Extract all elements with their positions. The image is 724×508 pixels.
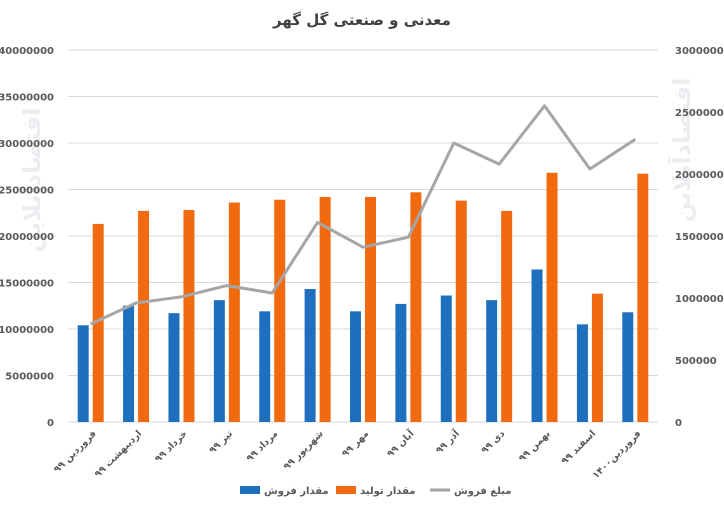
chart-title: معدنی و صنعتی گل گهر	[272, 11, 451, 29]
bar-production-quantity	[455, 200, 467, 422]
y-left-tick-label: 30000000	[0, 139, 54, 150]
y-right-tick-label: 2000000	[675, 170, 724, 181]
bar-sales-quantity	[213, 300, 225, 422]
bar-production-quantity	[274, 199, 286, 422]
bar-production-quantity	[546, 172, 558, 422]
bar-production-quantity	[501, 210, 513, 422]
bar-sales-quantity	[259, 311, 271, 422]
x-tick-label: مرداد ۹۹	[244, 428, 280, 464]
x-tick-label: اردیبهشت ۹۹	[93, 428, 145, 480]
watermark: اقتصادآنلاین اقتصادآنلاین	[17, 78, 696, 253]
bar-sales-quantity	[168, 313, 180, 422]
y-left-tick-label: 15000000	[0, 279, 54, 290]
x-tick-label: آذر ۹۹	[433, 426, 463, 456]
legend-label: مقدار فروش	[264, 486, 329, 497]
legend-swatch-production-quantity	[336, 486, 356, 494]
line-series	[90, 104, 637, 326]
bar-production-quantity	[92, 223, 104, 422]
y-right-tick-label: 1000000	[675, 294, 724, 305]
line-sales-amount	[90, 104, 637, 326]
bar-sales-quantity	[486, 300, 498, 422]
x-tick-label: اسفند ۹۹	[559, 428, 598, 467]
bar-sales-quantity	[440, 295, 452, 422]
y-left-tick-label: 0	[47, 418, 54, 429]
x-tick-label: دی ۹۹	[479, 428, 507, 456]
bar-sales-quantity	[123, 305, 135, 422]
x-tick-label: بهمن ۹۹	[517, 428, 553, 464]
x-tick-label: خرداد ۹۹	[153, 428, 190, 465]
x-tick-label: فروردین۱۴۰۰	[591, 428, 644, 481]
y-right-tick-label: 500000	[675, 356, 717, 367]
y-right-tick-label: 3000000	[675, 46, 724, 57]
bar-production-quantity	[410, 192, 422, 422]
bar-production-quantity	[637, 173, 649, 422]
bar-sales-quantity	[77, 325, 89, 422]
watermark-text: اقتصادآنلاین	[17, 108, 46, 253]
bar-sales-quantity	[576, 324, 588, 422]
bar-sales-quantity	[531, 269, 543, 422]
y-left-tick-label: 20000000	[0, 232, 54, 243]
gridlines	[68, 49, 658, 423]
bar-production-quantity	[183, 209, 195, 422]
y-right-tick-label: 1500000	[675, 232, 724, 243]
y-right-tick-label: 2500000	[675, 108, 724, 119]
x-tick-label: فروردین ۹۹	[52, 428, 99, 475]
bar-sales-quantity	[350, 311, 361, 422]
bar-production-quantity	[365, 196, 376, 422]
bar-sales-quantity	[304, 289, 316, 422]
x-tick-label: شهریور ۹۹	[282, 428, 326, 472]
y-left-tick-label: 35000000	[0, 93, 54, 104]
y-left-tick-label: 10000000	[0, 325, 54, 336]
y-left-tick-label: 5000000	[5, 372, 54, 383]
y-right-tick-label: 0	[675, 418, 682, 429]
x-tick-label: تیر ۹۹	[207, 428, 235, 456]
bar-production-quantity	[228, 202, 240, 422]
watermark-text-right: اقتصادآنلاین	[667, 78, 696, 223]
legend-label: مبلغ فروش	[454, 486, 511, 497]
bar-production-quantity	[319, 196, 331, 422]
y-axis-right: 0 500000 1000000 1500000 2000000 2500000 30000…	[675, 46, 724, 429]
bars	[77, 172, 649, 422]
y-left-tick-label: 40000000	[0, 46, 54, 57]
bar-sales-quantity	[622, 312, 634, 422]
legend: مقدار فروش مقدار تولید مبلغ فروش	[240, 486, 511, 497]
legend-label: مقدار تولید	[360, 486, 415, 497]
legend-swatch-sales-quantity	[240, 486, 260, 494]
y-axis-left: 0 5000000 10000000 15000000 20000000 25000000…	[0, 46, 54, 429]
bar-production-quantity	[591, 293, 603, 422]
x-tick-label: مهر ۹۹	[340, 428, 371, 459]
bar-production-quantity	[138, 210, 150, 422]
x-tick-label: آبان ۹۹	[384, 426, 417, 459]
bar-sales-quantity	[395, 303, 407, 422]
y-left-tick-label: 25000000	[0, 186, 54, 197]
